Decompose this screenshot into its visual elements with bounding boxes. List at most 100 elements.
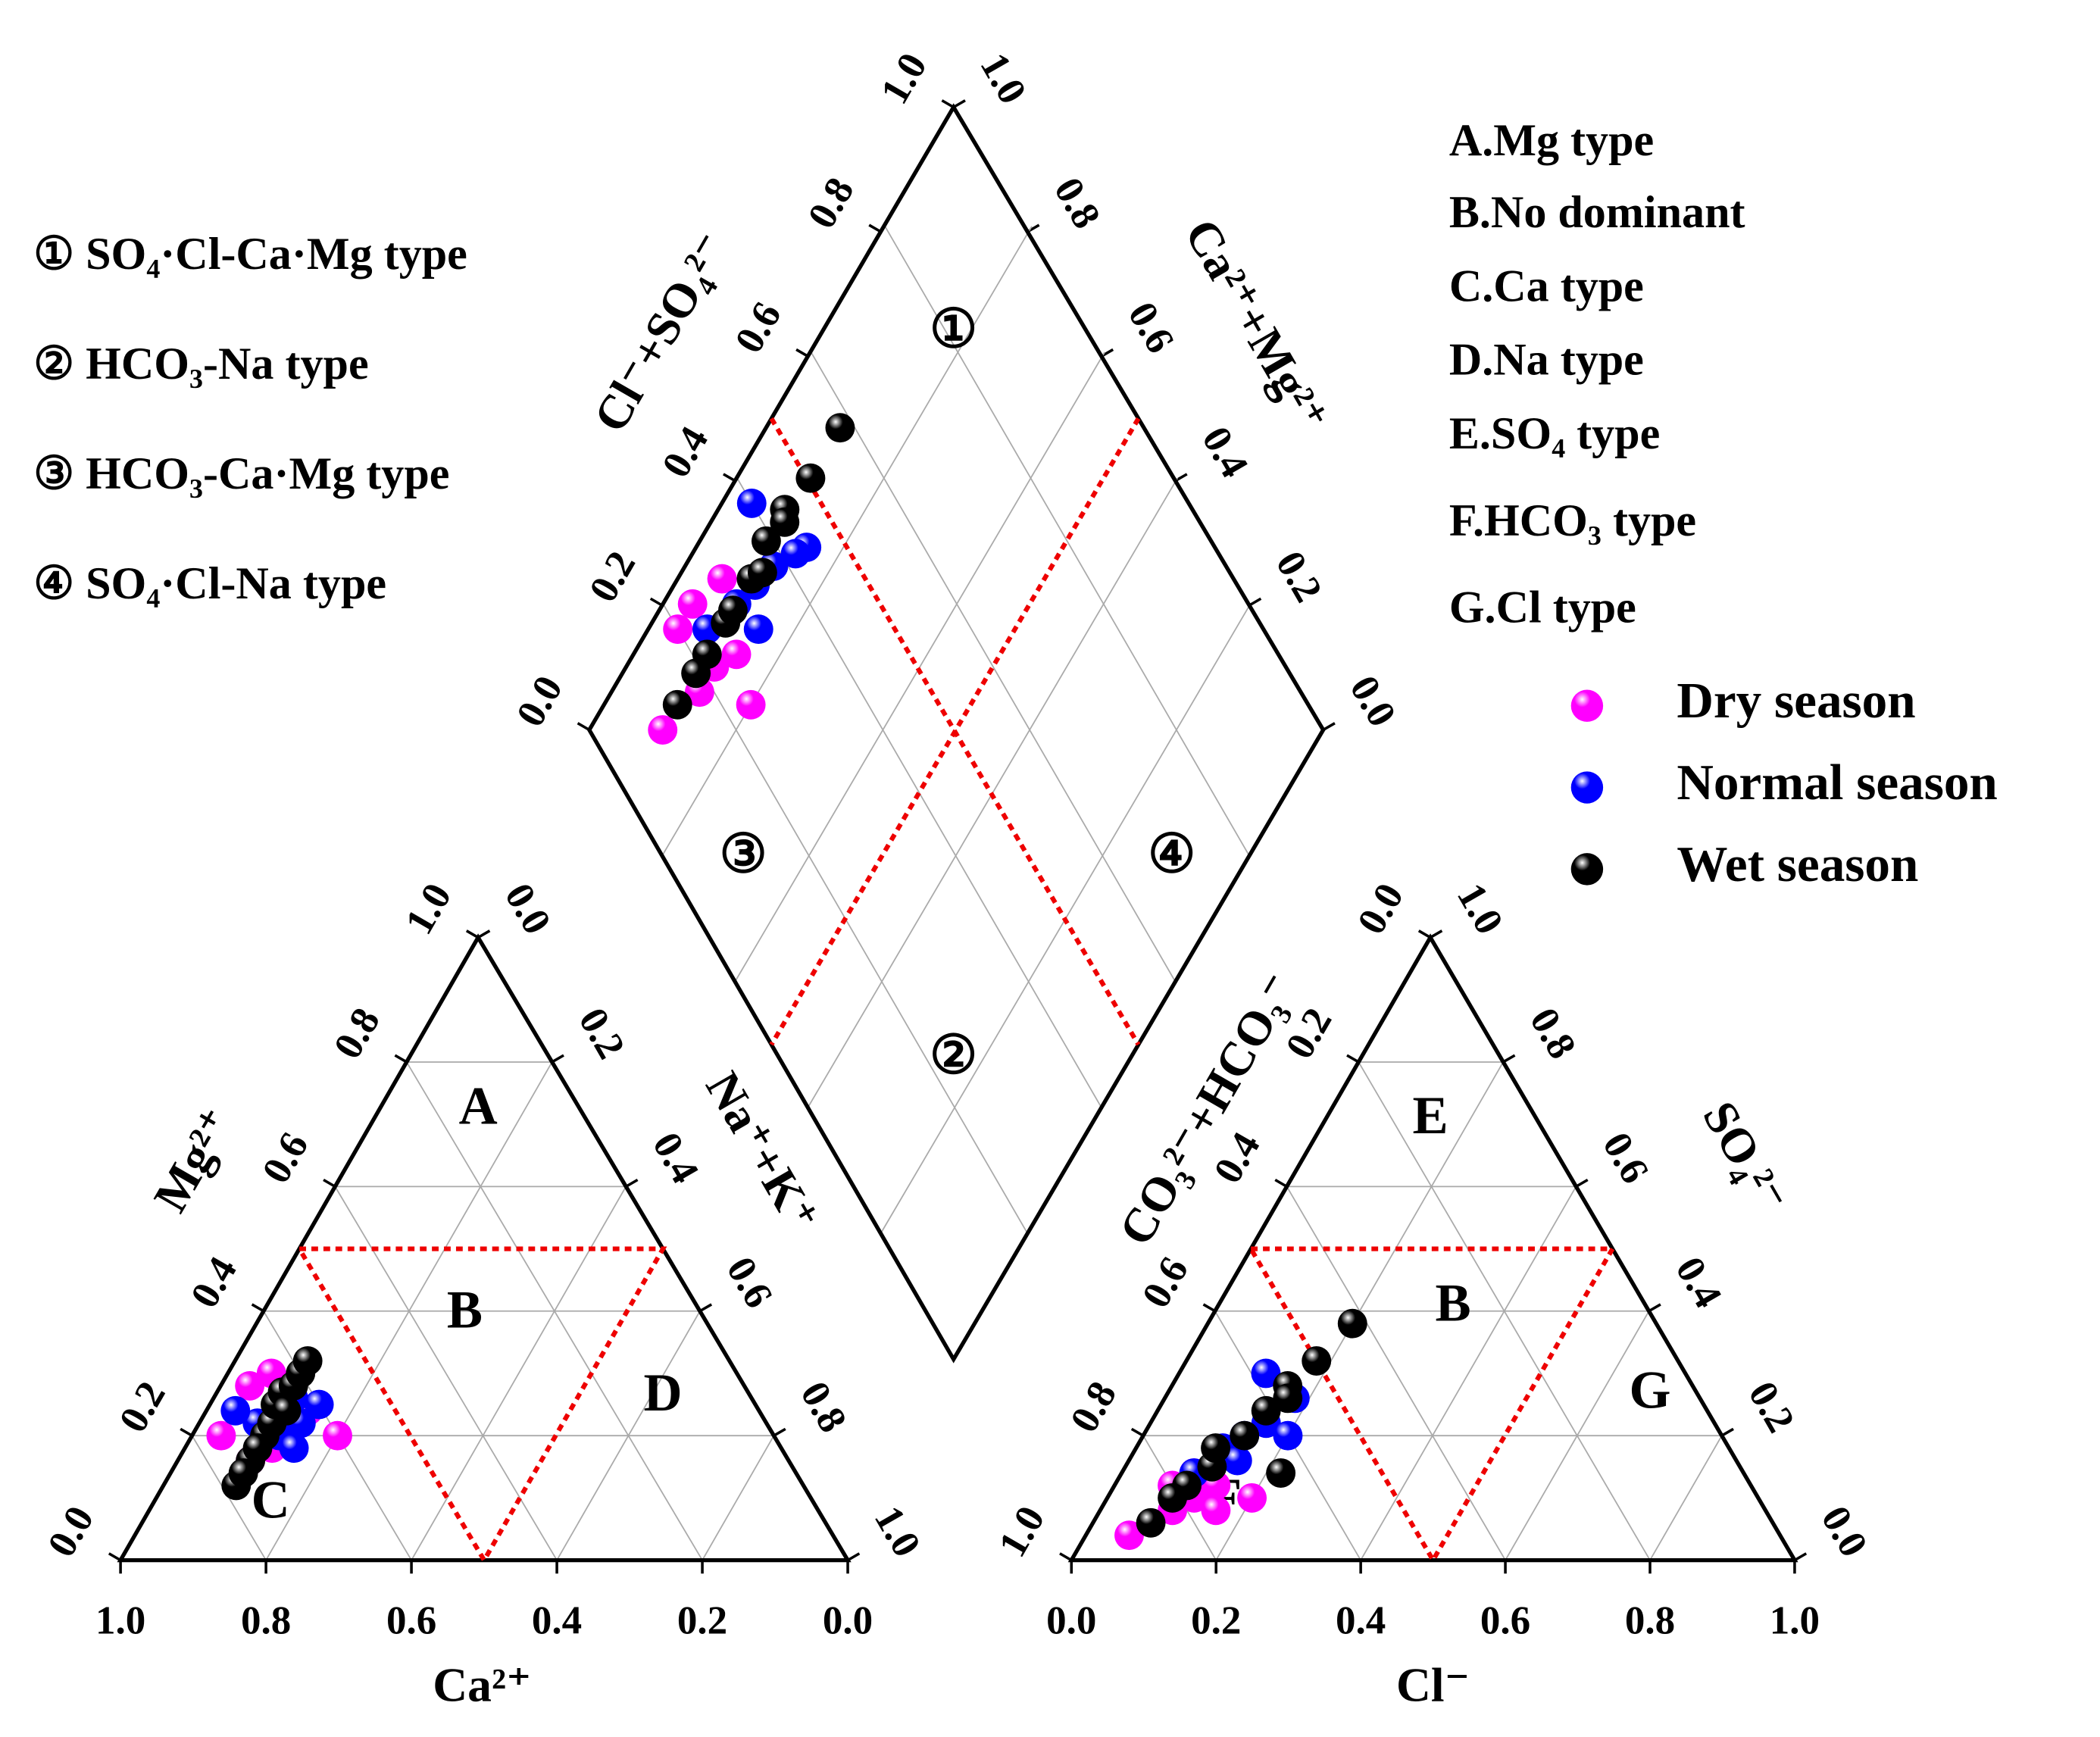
tick-label: 0.6: [1134, 1250, 1197, 1315]
diamond-point: [743, 614, 773, 645]
grid-line: [810, 351, 1177, 983]
anion-point: [1114, 1520, 1144, 1551]
tick-label: 0.8: [1521, 1001, 1584, 1066]
axis-label: Ca²⁺+Mg²⁺: [1174, 210, 1339, 441]
anion-point: [1251, 1395, 1281, 1426]
zone-label: ②: [930, 1026, 977, 1085]
tick-label: 1.0: [1448, 876, 1511, 942]
zone-label: ④: [1148, 825, 1195, 884]
zone-label: E: [1412, 1086, 1448, 1145]
tick-mark: [323, 1178, 336, 1188]
tick-mark: [1130, 1427, 1144, 1437]
anion-point: [1201, 1433, 1231, 1464]
tick-label: 1.0: [971, 46, 1034, 111]
grid-line: [702, 1435, 775, 1561]
tick-mark: [649, 597, 663, 607]
tick-label: 0.8: [1045, 170, 1108, 236]
diamond-point: [721, 639, 752, 670]
cation-point: [228, 1458, 258, 1488]
grid-line: [556, 1311, 701, 1561]
zone-type: C.Ca type: [1449, 261, 1644, 311]
diamond-point: [736, 689, 766, 720]
tick-label: 0.4: [532, 1599, 582, 1643]
tick-mark: [795, 348, 809, 358]
axis-label: SO₄²⁻: [1692, 1092, 1798, 1222]
tick-label: 1.0: [990, 1499, 1053, 1564]
tick-label: 0.6: [1480, 1599, 1530, 1643]
tick-label: 0.2: [570, 1001, 633, 1066]
grid-line: [734, 351, 1105, 983]
axis-label: Na⁺+K⁺: [695, 1063, 830, 1241]
grid-line: [736, 477, 1102, 1108]
tick-label: 0.0: [1046, 1599, 1096, 1643]
tick-mark: [723, 473, 736, 483]
axis-label: Cl⁻+SO₄²⁻: [583, 223, 739, 441]
axis-label: Cl⁻: [1396, 1658, 1470, 1712]
cation-point: [242, 1433, 273, 1464]
diamond-point: [747, 558, 777, 588]
tick-label: 0.0: [508, 669, 571, 734]
axis-label: Mg²⁺: [143, 1099, 245, 1221]
tick-label: 0.0: [39, 1499, 102, 1564]
anion-point: [1201, 1495, 1231, 1526]
tick-mark: [625, 1178, 639, 1188]
tick-label: 0.0: [823, 1599, 873, 1643]
anion-point: [1273, 1383, 1303, 1414]
tick-label: 1.0: [866, 1499, 929, 1564]
diamond-point: [825, 413, 855, 443]
tick-label: 0.4: [1667, 1250, 1730, 1315]
tick-mark: [952, 99, 966, 109]
tick-label: 0.2: [1739, 1374, 1802, 1439]
tick-label: 0.0: [496, 876, 559, 942]
tick-label: 0.6: [1120, 295, 1183, 360]
diamond-point: [681, 658, 711, 689]
diamond-point: [677, 589, 708, 619]
cation-point: [206, 1420, 236, 1451]
tick-mark: [1575, 1178, 1589, 1188]
tick-mark: [1417, 929, 1431, 939]
water-type: ① SO₄·Cl-Ca·Mg type: [33, 229, 467, 280]
legend-label: Wet season: [1677, 836, 1918, 892]
tick-mark: [868, 223, 882, 233]
grid-line: [1360, 1186, 1577, 1561]
cation-point: [271, 1395, 302, 1426]
zone-label: C: [252, 1470, 290, 1529]
tick-label: 0.8: [1625, 1599, 1675, 1643]
anion-point: [1302, 1346, 1332, 1376]
tick-mark: [1322, 722, 1336, 732]
diamond-point: [795, 463, 826, 493]
water-type: ② HCO₃-Na type: [33, 339, 368, 389]
zone-label: D: [644, 1364, 683, 1423]
tick-mark: [180, 1427, 193, 1437]
tick-label: 0.8: [241, 1599, 291, 1643]
tick-label: 0.2: [1267, 544, 1330, 609]
legend-marker: [1570, 853, 1604, 886]
tick-label: 1.0: [1770, 1599, 1820, 1643]
tick-label: 0.8: [792, 1374, 855, 1439]
labels: 0.00.20.40.60.81.0Ca²⁺0.00.20.40.60.81.0…: [33, 46, 1998, 1712]
tick-label: 1.0: [95, 1599, 145, 1643]
diamond-point: [663, 614, 693, 645]
tick-label: 0.4: [1193, 420, 1256, 485]
grid-line: [1505, 1311, 1650, 1561]
anion-point: [1158, 1482, 1188, 1513]
tick-label: 0.2: [677, 1599, 727, 1643]
tick-label: 0.6: [718, 1250, 781, 1315]
anion-point: [1273, 1420, 1303, 1451]
grid: [108, 99, 1808, 1574]
tick-mark: [465, 929, 480, 939]
grid-line: [1649, 1435, 1723, 1561]
tick-mark: [108, 1552, 121, 1562]
tick-label: 0.0: [1813, 1499, 1876, 1564]
diamond-point: [780, 539, 811, 569]
water-type: ④ SO₄·Cl-Na type: [33, 558, 386, 609]
tick-label: 0.6: [254, 1125, 317, 1190]
tick-mark: [251, 1303, 264, 1313]
tick-label: 0.6: [727, 295, 789, 360]
grid-line: [334, 1186, 558, 1561]
diamond-point: [717, 595, 748, 626]
cation-point: [304, 1389, 334, 1420]
anion-point: [1230, 1420, 1260, 1451]
tick-mark: [577, 722, 590, 732]
